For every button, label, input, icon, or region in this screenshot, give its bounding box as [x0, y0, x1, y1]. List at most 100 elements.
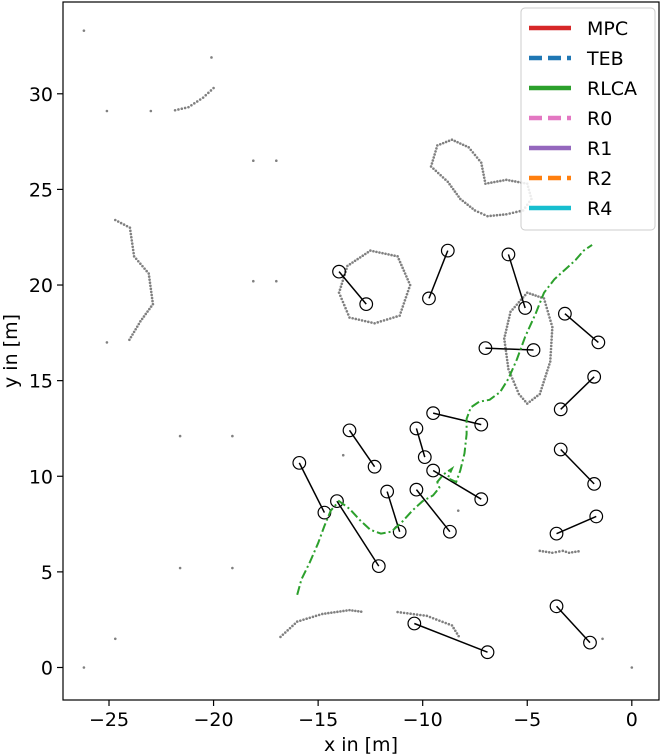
map-point [495, 213, 499, 217]
map-point [439, 173, 442, 177]
map-point [447, 139, 451, 143]
map-point [432, 167, 435, 170]
map-point [549, 319, 552, 323]
obstacle-marker [474, 417, 489, 432]
map-point [405, 275, 408, 278]
map-point [544, 374, 547, 378]
map-point [180, 107, 184, 111]
map-point [125, 224, 129, 228]
map-point [521, 397, 525, 401]
y-tick-label: 20 [29, 275, 53, 297]
map-point [540, 386, 544, 390]
map-point [544, 550, 548, 554]
map-point [348, 608, 351, 612]
obstacle-track [330, 494, 386, 574]
map-point [209, 89, 213, 92]
map-point [502, 337, 506, 340]
map-point [457, 195, 460, 198]
map-point [136, 259, 140, 263]
map-point [398, 314, 401, 317]
map-point [119, 221, 123, 225]
map-point [430, 162, 434, 165]
map-point [466, 203, 469, 207]
map-point [533, 396, 537, 400]
map-point [395, 315, 398, 318]
map-point [388, 317, 392, 320]
map-point [148, 278, 151, 281]
x-tick-label: 0 [626, 709, 638, 731]
map-point [574, 550, 577, 554]
map-point [487, 181, 490, 185]
legend-entry: R2 [529, 168, 612, 190]
map-point [356, 257, 359, 261]
map-point [341, 453, 345, 457]
map-point [577, 550, 580, 553]
map-point [122, 223, 126, 226]
map-point [434, 618, 438, 621]
map-point [407, 280, 411, 284]
map-point [506, 322, 510, 325]
map-point [151, 299, 154, 303]
map-arc [337, 249, 412, 325]
map-point [505, 328, 508, 331]
map-point [453, 139, 457, 143]
map-point [178, 566, 182, 570]
map-point [503, 340, 506, 343]
map-point [324, 612, 327, 615]
map-point [461, 199, 465, 203]
map-point [516, 389, 519, 393]
map-point [453, 190, 457, 193]
map-point [275, 279, 278, 283]
obstacle-marker [474, 492, 489, 507]
map-point [336, 610, 339, 614]
obstacle-track [426, 463, 489, 507]
map-point [141, 264, 144, 268]
map-point [483, 179, 487, 182]
map-point [402, 611, 406, 615]
map-point [441, 176, 445, 179]
map-point [327, 611, 330, 615]
obstacle-track [426, 406, 489, 432]
map-point [231, 434, 234, 438]
obstacle-marker [380, 484, 395, 499]
map-point [456, 140, 459, 144]
map-point [513, 305, 517, 309]
obstacle-marker [426, 406, 441, 421]
y-tick-label: 10 [29, 466, 53, 488]
map-point [404, 295, 408, 299]
map-point [401, 266, 404, 270]
obstacle-marker [371, 559, 386, 574]
map-point [483, 213, 486, 217]
map-point [431, 616, 435, 620]
map-point [511, 211, 515, 215]
trajectory-layer [296, 244, 593, 596]
legend: MPC TEB RLCA R0 R1 R2 R4 [520, 7, 656, 231]
map-point [505, 212, 508, 216]
map-point [348, 316, 351, 319]
map-point [455, 192, 459, 196]
map-point [143, 267, 146, 270]
map-point [147, 275, 151, 278]
obstacle-marker [367, 459, 382, 474]
map-point [369, 249, 372, 252]
map-point [558, 550, 561, 553]
plot-frame [62, 1, 660, 701]
obstacle-path [348, 429, 376, 468]
map-point [511, 179, 514, 183]
map-point [514, 386, 518, 390]
map-point [105, 109, 109, 113]
map-point [550, 335, 554, 338]
map-point [341, 279, 345, 283]
map-point [145, 269, 148, 273]
obstacle-marker [587, 477, 602, 491]
map-point [450, 138, 454, 141]
map-point [151, 302, 155, 306]
map-point [477, 158, 481, 162]
map-point [283, 631, 287, 634]
map-point [434, 150, 437, 153]
map-point [525, 402, 529, 405]
map-point [340, 282, 344, 286]
obstacle-track [557, 306, 606, 350]
obstacle-marker [589, 509, 604, 524]
map-point [402, 302, 406, 305]
